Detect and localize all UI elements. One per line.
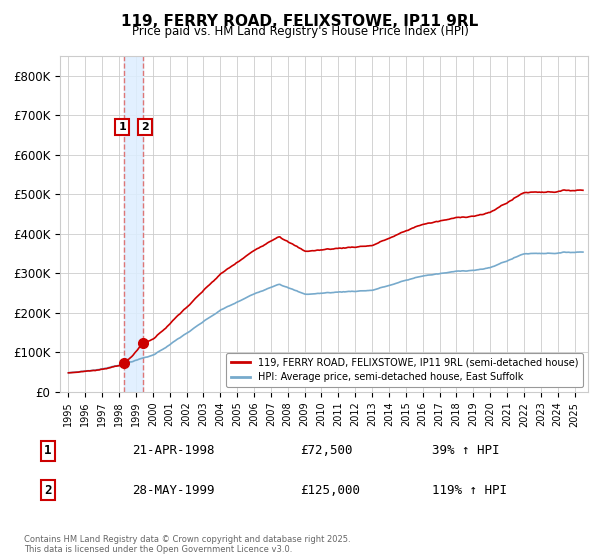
Text: 21-APR-1998: 21-APR-1998: [132, 444, 215, 458]
119, FERRY ROAD, FELIXSTOWE, IP11 9RL (semi-detached house): [170, 316, 178, 323]
119, FERRY ROAD, FELIXSTOWE, IP11 9RL (semi-detached house): [580, 187, 587, 194]
119, FERRY ROAD, FELIXSTOWE, IP11 9RL (semi-detached house): [116, 362, 123, 369]
Text: 1: 1: [44, 444, 52, 458]
119, FERRY ROAD, FELIXSTOWE, IP11 9RL (semi-detached house): [343, 245, 350, 251]
HPI: Average price, semi-detached house, East Suffolk: (2.02e+03, 2.92e+05): Average price, semi-detached house, East…: [417, 273, 424, 280]
Line: HPI: Average price, semi-detached house, East Suffolk: HPI: Average price, semi-detached house,…: [68, 252, 583, 373]
HPI: Average price, semi-detached house, East Suffolk: (2e+03, 4.87e+04): Average price, semi-detached house, East…: [65, 370, 72, 376]
Legend: 119, FERRY ROAD, FELIXSTOWE, IP11 9RL (semi-detached house), HPI: Average price,: 119, FERRY ROAD, FELIXSTOWE, IP11 9RL (s…: [226, 353, 583, 387]
Text: 119% ↑ HPI: 119% ↑ HPI: [432, 483, 507, 497]
Text: 2: 2: [141, 122, 149, 132]
Text: 2: 2: [44, 483, 52, 497]
119, FERRY ROAD, FELIXSTOWE, IP11 9RL (semi-detached house): [65, 370, 72, 376]
119, FERRY ROAD, FELIXSTOWE, IP11 9RL (semi-detached house): [561, 186, 568, 193]
119, FERRY ROAD, FELIXSTOWE, IP11 9RL (semi-detached house): [445, 216, 452, 223]
119, FERRY ROAD, FELIXSTOWE, IP11 9RL (semi-detached house): [417, 222, 424, 228]
Text: Contains HM Land Registry data © Crown copyright and database right 2025.
This d: Contains HM Land Registry data © Crown c…: [24, 535, 350, 554]
HPI: Average price, semi-detached house, East Suffolk: (2e+03, 1.28e+05): Average price, semi-detached house, East…: [170, 338, 178, 345]
119, FERRY ROAD, FELIXSTOWE, IP11 9RL (semi-detached house): [152, 334, 160, 340]
HPI: Average price, semi-detached house, East Suffolk: (2e+03, 9.71e+04): Average price, semi-detached house, East…: [152, 350, 160, 357]
Text: 119, FERRY ROAD, FELIXSTOWE, IP11 9RL: 119, FERRY ROAD, FELIXSTOWE, IP11 9RL: [121, 14, 479, 29]
HPI: Average price, semi-detached house, East Suffolk: (2e+03, 6.73e+04): Average price, semi-detached house, East…: [116, 362, 123, 368]
Text: 39% ↑ HPI: 39% ↑ HPI: [432, 444, 499, 458]
HPI: Average price, semi-detached house, East Suffolk: (2.03e+03, 3.54e+05): Average price, semi-detached house, East…: [580, 249, 587, 255]
Text: 28-MAY-1999: 28-MAY-1999: [132, 483, 215, 497]
Text: Price paid vs. HM Land Registry's House Price Index (HPI): Price paid vs. HM Land Registry's House …: [131, 25, 469, 38]
Text: £125,000: £125,000: [300, 483, 360, 497]
HPI: Average price, semi-detached house, East Suffolk: (2.03e+03, 3.54e+05): Average price, semi-detached house, East…: [577, 249, 584, 255]
HPI: Average price, semi-detached house, East Suffolk: (2.01e+03, 2.54e+05): Average price, semi-detached house, East…: [343, 288, 350, 295]
Text: 1: 1: [118, 122, 126, 132]
Line: 119, FERRY ROAD, FELIXSTOWE, IP11 9RL (semi-detached house): 119, FERRY ROAD, FELIXSTOWE, IP11 9RL (s…: [68, 190, 583, 373]
HPI: Average price, semi-detached house, East Suffolk: (2.02e+03, 3.03e+05): Average price, semi-detached house, East…: [445, 269, 452, 276]
Bar: [124, 56, 143, 392]
Text: £72,500: £72,500: [300, 444, 353, 458]
